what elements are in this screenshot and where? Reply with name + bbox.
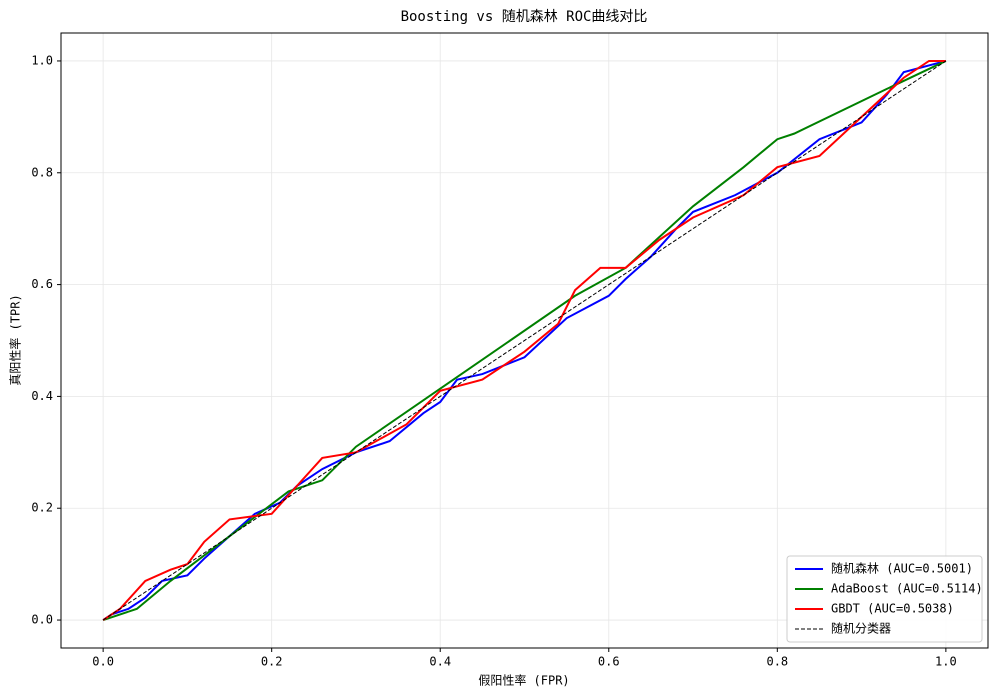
chart-title: Boosting vs 随机森林 ROC曲线对比 [401,9,648,25]
plot-frame [60,32,989,649]
legend-label: AdaBoost (AUC=0.5114) [831,582,983,596]
legend-label: 随机森林 (AUC=0.5001) [831,561,973,576]
x-tick-label: 0.8 [766,655,788,669]
legend-label: GBDT (AUC=0.5038) [831,602,954,616]
x-tick-label: 0.4 [429,655,451,669]
y-tick-label: 0.8 [31,165,53,179]
roc-line [102,60,947,621]
roc-line [102,60,947,621]
x-tick-label: 0.2 [261,655,283,669]
y-tick-label: 0.6 [31,277,53,291]
x-tick-label: 1.0 [935,655,957,669]
x-tick-label: 0.6 [598,655,620,669]
legend-label: 随机分类器 [831,621,891,636]
x-tick-label: 0.0 [92,655,114,669]
roc-line [102,59,946,621]
x-axis-label: 假阳性率 (FPR) [478,673,569,688]
y-tick-label: 1.0 [31,53,53,67]
legend-box [786,555,983,643]
y-tick-label: 0.4 [31,389,53,403]
y-tick-label: 0.2 [31,501,53,515]
y-axis-label: 真阳性率 (TPR) [8,294,23,385]
y-tick-label: 0.0 [31,613,53,627]
